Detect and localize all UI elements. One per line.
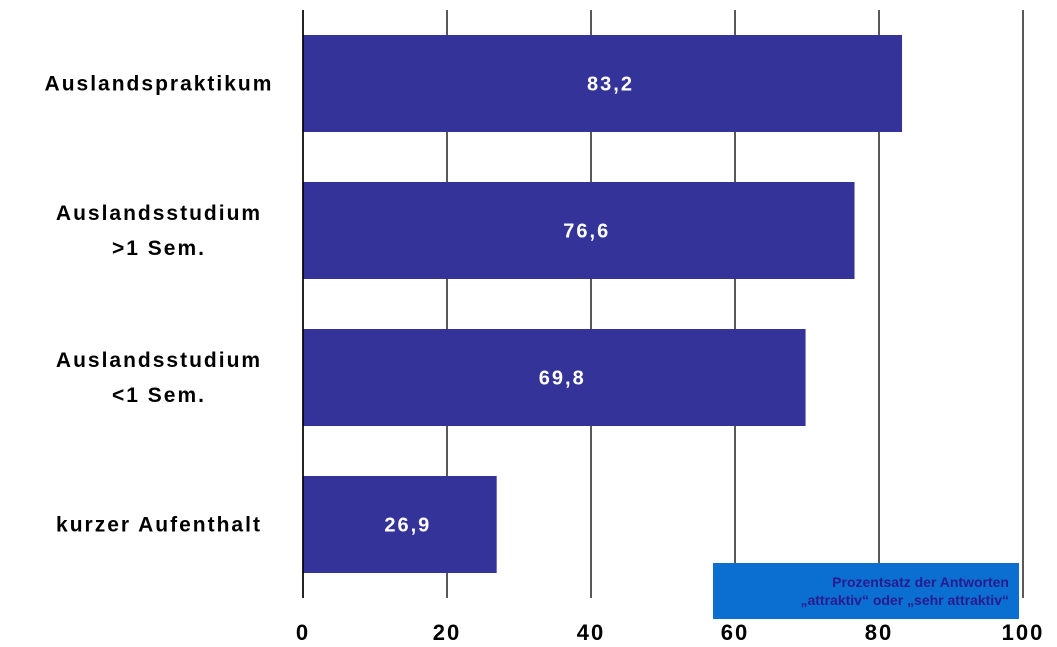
bar-value-label: 83,2 xyxy=(587,74,634,96)
bar-value-label: 26,9 xyxy=(384,515,431,537)
x-tick-label: 20 xyxy=(433,620,461,645)
bar-value-label: 69,8 xyxy=(539,368,586,390)
bar-value-label: 76,6 xyxy=(563,221,610,243)
category-label: kurzer Aufenthalt xyxy=(56,514,262,537)
legend-note-line-2: „attraktiv“ oder „sehr attraktiv“ xyxy=(800,592,1009,608)
category-label: <1 Sem. xyxy=(112,384,206,407)
legend-note: Prozentsatz der Antworten „attraktiv“ od… xyxy=(713,563,1019,619)
bar xyxy=(303,329,806,426)
category-label: Auslandsstudium xyxy=(56,349,262,372)
category-label: Auslandspraktikum xyxy=(45,73,274,96)
legend-note-line-1: Prozentsatz der Antworten xyxy=(832,574,1009,590)
x-tick-label: 0 xyxy=(296,620,310,645)
x-tick-label: 80 xyxy=(865,620,893,645)
bar xyxy=(303,182,855,279)
labels: 0 20 40 60 80 100 83,2 Auslandspraktikum 76,6 Aus… xyxy=(45,73,1045,646)
category-label: >1 Sem. xyxy=(112,237,206,260)
x-tick-label: 40 xyxy=(577,620,605,645)
bars xyxy=(303,35,903,573)
x-tick-label: 60 xyxy=(721,620,749,645)
x-tick-label: 100 xyxy=(1002,620,1045,645)
bar xyxy=(303,476,497,573)
bar xyxy=(303,35,903,132)
category-label: Auslandsstudium xyxy=(56,202,262,225)
